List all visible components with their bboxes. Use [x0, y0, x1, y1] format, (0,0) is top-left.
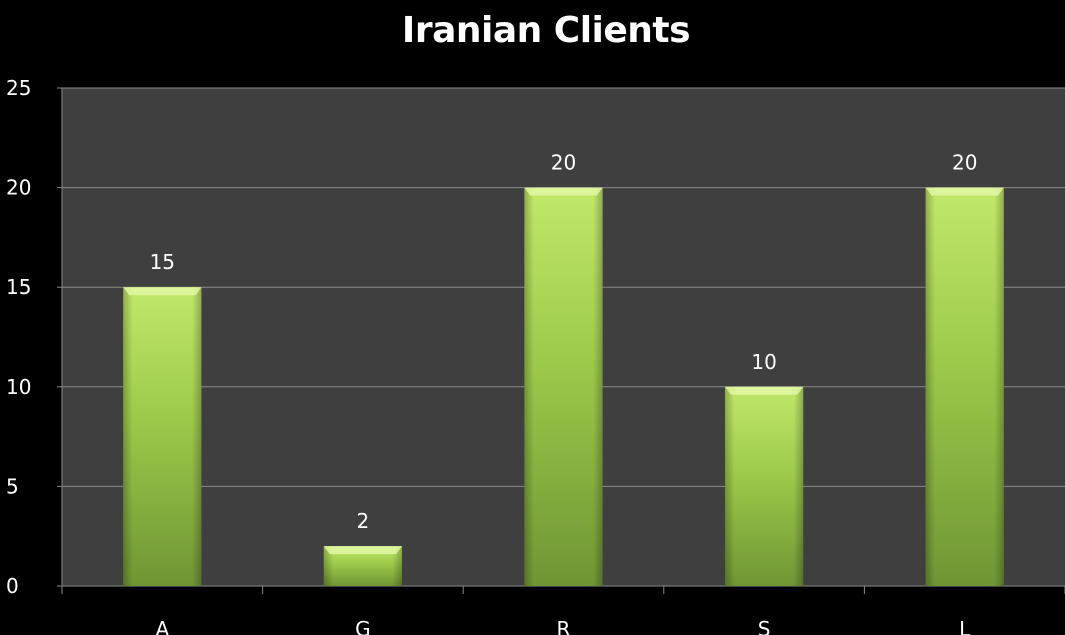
data-label-R: 20 [551, 151, 576, 175]
data-label-A: 15 [150, 250, 175, 274]
bar-shade-S [724, 386, 804, 586]
bar-group-R [524, 187, 603, 586]
bar-bevel-L [925, 187, 1004, 196]
y-tick-label-0: 0 [6, 574, 19, 598]
bar-group-S [724, 386, 804, 586]
bar-shade-A [123, 287, 202, 586]
bar-group-A [123, 287, 202, 586]
y-tick-label-15: 15 [6, 275, 31, 299]
x-tick-label-R: R [557, 617, 571, 635]
x-tick-label-S: S [758, 617, 771, 635]
x-tick-label-L: L [959, 617, 971, 635]
bar-shade-L [925, 187, 1004, 586]
bar-group-L [925, 187, 1004, 586]
y-tick-label-20: 20 [6, 176, 31, 200]
x-tick-label-A: A [155, 617, 169, 635]
y-tick-label-10: 10 [6, 375, 31, 399]
data-label-L: 20 [952, 151, 977, 175]
data-label-G: 2 [357, 509, 370, 533]
chart-title: Iranian Clients [402, 10, 690, 51]
data-label-S: 10 [751, 350, 776, 374]
bar-shade-R [524, 187, 603, 586]
bar-bevel-A [123, 287, 202, 296]
bar-bevel-G [323, 546, 403, 555]
bar-bevel-R [524, 187, 603, 196]
bars [123, 187, 1004, 586]
labels: 0 5 10 15 20 25 15 A 2 G 20 R 10 S 20 L [6, 76, 977, 635]
y-tick-label-5: 5 [6, 474, 19, 498]
bar-bevel-S [724, 386, 804, 395]
bar-group-G [323, 546, 403, 586]
x-tick-label-G: G [355, 617, 371, 635]
y-tick-label-25: 25 [6, 76, 31, 100]
